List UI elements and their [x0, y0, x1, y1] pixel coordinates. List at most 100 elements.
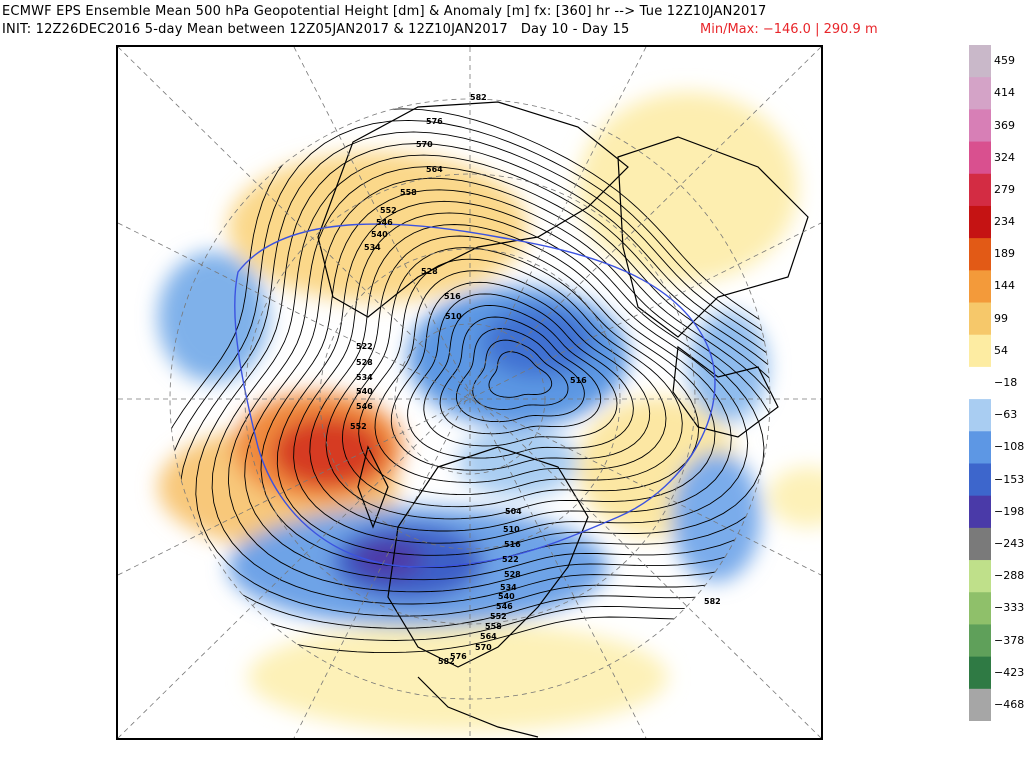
- contour-label: 582: [704, 597, 721, 606]
- height-contour: [211, 154, 770, 605]
- lat-lon-grid: [118, 47, 821, 738]
- colorbar-swatch: [969, 238, 991, 271]
- colorbar-label: −108: [994, 440, 1024, 454]
- colorbar-label: −333: [994, 601, 1024, 615]
- colorbar-label: 459: [994, 54, 1015, 68]
- colorbar-label: −18: [994, 376, 1018, 389]
- positive-anomaly-core: [273, 417, 383, 487]
- colorbar-label: 279: [994, 182, 1015, 196]
- colorbar-swatch: [969, 592, 991, 626]
- contour-label: 540: [356, 387, 373, 396]
- colorbar-swatch: [969, 495, 991, 529]
- height-contour: [341, 247, 700, 508]
- landmass-east: [672, 345, 779, 438]
- contour-label: 582: [470, 93, 487, 102]
- colorbar-swatch: [969, 45, 991, 78]
- contour-label: 558: [400, 188, 417, 197]
- contour-label: 504: [505, 507, 522, 516]
- colorbar-swatch: [969, 334, 991, 368]
- colorbar-swatch: [969, 463, 991, 497]
- colorbar-swatch: [969, 173, 991, 207]
- contour-label: 516: [570, 376, 587, 385]
- height-contour: [423, 304, 618, 447]
- contour-label: 510: [445, 312, 462, 321]
- contour-label: 528: [504, 570, 521, 579]
- colorbar-swatch: [969, 527, 991, 561]
- colorbar-swatch: [969, 688, 991, 721]
- height-contour: [358, 258, 683, 496]
- landmass-north: [317, 101, 629, 318]
- height-contour: [195, 143, 770, 617]
- chart-title: ECMWF EPS Ensemble Mean 500 hPa Geopoten…: [2, 4, 767, 19]
- positive-anomaly-edge: [768, 467, 821, 527]
- contour-label: 576: [426, 117, 443, 126]
- colorbar-swatch: [969, 624, 991, 658]
- colorbar: [969, 45, 991, 721]
- colorbar-label: 234: [994, 215, 1015, 228]
- contour-label: 522: [356, 342, 373, 351]
- colorbar-swatch: [969, 109, 991, 143]
- contour-label: 528: [421, 267, 438, 276]
- colorbar-label: 189: [994, 247, 1015, 261]
- coastlines: [317, 101, 809, 738]
- contour-label: 510: [503, 525, 520, 534]
- grid-meridian-d1: [118, 47, 821, 738]
- colorbar-swatch: [969, 77, 991, 110]
- colorbar-swatch: [969, 399, 991, 432]
- colorbar-label: −288: [994, 569, 1024, 583]
- contour-label: 516: [504, 540, 521, 549]
- contour-label: 576: [450, 652, 467, 661]
- contour-label: 564: [480, 632, 497, 641]
- positive-anomaly-north: [578, 92, 798, 282]
- colorbar-label: −198: [994, 504, 1024, 518]
- colorbar-swatch: [969, 656, 991, 690]
- minmax-readout: Min/Max: −146.0 | 290.9 m: [700, 22, 878, 37]
- contour-label: 552: [380, 206, 397, 215]
- colorbar-label: −378: [994, 633, 1024, 647]
- contour-label: 546: [356, 402, 373, 411]
- negative-anomaly-pole-core: [483, 307, 593, 377]
- colorbar-label: −423: [994, 665, 1024, 679]
- contour-label: 552: [350, 422, 367, 431]
- height-contours: [170, 108, 770, 654]
- polar-stereographic-map: 5825765705645585525465405345285165105225…: [118, 47, 821, 738]
- colorbar-swatch: [969, 270, 991, 304]
- contour-label: 558: [485, 622, 502, 631]
- contour-label: 540: [498, 592, 515, 601]
- height-contour: [260, 189, 770, 568]
- height-contour: [439, 316, 602, 435]
- colorbar-swatch: [969, 560, 991, 593]
- colorbar-label: 144: [994, 279, 1015, 293]
- colorbar-swatch: [969, 302, 991, 336]
- colorbar-label: 414: [994, 86, 1015, 100]
- colorbar-swatch: [969, 141, 991, 175]
- contour-label: 534: [356, 373, 373, 382]
- contour-label: 540: [371, 230, 388, 239]
- contour-label: 582: [438, 657, 455, 666]
- contour-label: 534: [500, 583, 517, 592]
- reference-contour-blue: [234, 223, 716, 568]
- height-contour: [488, 351, 553, 398]
- height-contour: [244, 177, 770, 581]
- chart-subtitle: INIT: 12Z26DEC2016 5-day Mean between 12…: [2, 22, 630, 37]
- landmass-south: [387, 446, 589, 668]
- negative-anomaly-west: [158, 252, 268, 382]
- height-contour: [179, 131, 770, 629]
- coast-south: [417, 676, 539, 738]
- height-contour: [455, 328, 585, 423]
- height-contour: [170, 119, 770, 641]
- contour-label: 516: [444, 292, 461, 301]
- positive-anomaly-arctic: [228, 152, 528, 302]
- height-contour: [407, 293, 634, 459]
- colorbar-label: 99: [994, 311, 1008, 325]
- colorbar-label: 54: [994, 343, 1008, 357]
- height-contour: [325, 235, 716, 520]
- colorbar-swatch: [969, 366, 991, 400]
- grid-meridian-d4: [293, 47, 647, 738]
- contour-label: 534: [364, 243, 381, 252]
- colorbar-label: −63: [994, 408, 1018, 422]
- landmass-northeast: [617, 136, 809, 338]
- height-contour: [374, 270, 667, 483]
- contour-label: 552: [490, 612, 507, 621]
- colorbar-label: 324: [994, 150, 1015, 164]
